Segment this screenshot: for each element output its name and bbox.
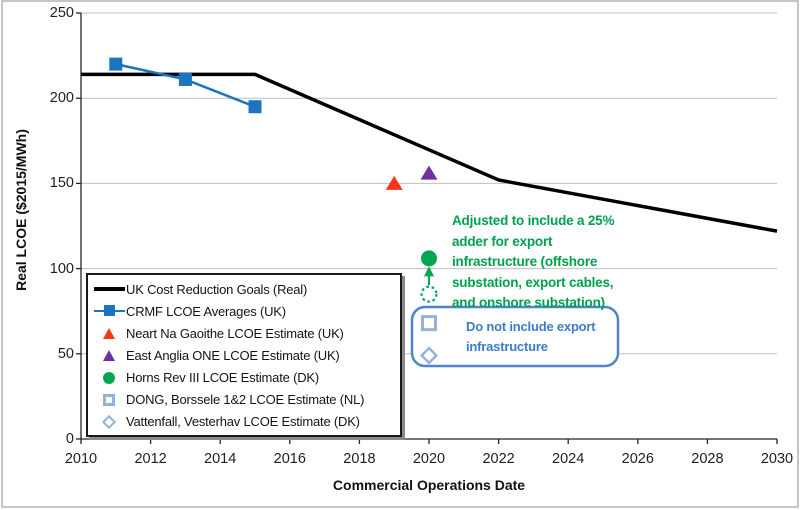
annotation-line: substation, export cables, (452, 274, 614, 290)
no-export-annotation: Do not include export infrastructure (466, 317, 616, 357)
annotation-line: infrastructure (offshore (452, 254, 598, 269)
legend-item-neart-na-gaoithe: Neart Na Gaoithe LCOE Estimate (UK) (92, 322, 396, 344)
marker-square (109, 57, 123, 71)
export-adder-annotation: Adjusted to include a 25% adder for expo… (452, 211, 672, 314)
legend-item-horns-rev: Horns Rev III LCOE Estimate (DK) (92, 367, 396, 389)
x-tick-label: 2026 (621, 451, 654, 467)
x-tick-label: 2024 (552, 451, 585, 467)
x-tick-label: 2030 (760, 451, 794, 467)
legend-item-crmf: CRMF LCOE Averages (UK) (92, 300, 396, 322)
y-tick-label: 150 (49, 175, 74, 192)
y-tick-label: 250 (49, 5, 74, 21)
blue-square-icon (103, 305, 115, 317)
legend-label: UK Cost Reduction Goals (Real) (126, 281, 308, 297)
red-triangle-icon (103, 327, 115, 339)
lightblue-diamond-icon (101, 414, 117, 429)
marker-square (178, 72, 192, 86)
x-tick-label: 2010 (64, 451, 98, 467)
x-tick-label: 2014 (204, 451, 237, 467)
y-tick-label: 50 (57, 345, 74, 362)
x-tick-label: 2022 (482, 451, 515, 467)
legend-label: CRMF LCOE Averages (UK) (126, 303, 286, 319)
x-tick-label: 2012 (134, 451, 167, 467)
legend-label: DONG, Borssele 1&2 LCOE Estimate (NL) (126, 392, 365, 408)
legend-label: East Anglia ONE LCOE Estimate (UK) (126, 347, 340, 363)
green-circle-icon (103, 371, 115, 384)
y-tick-label: 0 (65, 431, 74, 447)
legend-item-borssele: DONG, Borssele 1&2 LCOE Estimate (NL) (92, 389, 396, 411)
annotation-line: Adjusted to include a 25% (452, 213, 615, 228)
annotation-line: and onshore substation) (452, 295, 605, 310)
legend-label: Vattenfall, Vesterhav LCOE Estimate (DK) (126, 414, 360, 430)
legend-item-east-anglia: East Anglia ONE LCOE Estimate (UK) (92, 344, 396, 366)
y-tick-label: 100 (49, 260, 74, 277)
x-tick-label: 2020 (412, 451, 446, 467)
annotation-line: adder for export (452, 233, 553, 249)
x-tick-label: 2018 (343, 451, 376, 467)
blue-line-icon (93, 305, 125, 317)
marker-dashed-circle (420, 285, 438, 303)
annotation-line: infrastructure (466, 339, 548, 354)
legend-label: Neart Na Gaoithe LCOE Estimate (UK) (126, 325, 344, 341)
marker-circle (421, 250, 437, 267)
adder-arrow-head (424, 266, 434, 277)
legend-item-uk-goals: UK Cost Reduction Goals (Real) (92, 278, 396, 300)
legend-box: UK Cost Reduction Goals (Real) CRMF LCOE… (86, 273, 402, 437)
legend-item-vesterhav: Vattenfall, Vesterhav LCOE Estimate (DK) (92, 411, 396, 433)
x-tick-label: 2016 (273, 451, 306, 467)
marker-hollow-diamond (419, 346, 439, 365)
x-tick-label: 2028 (691, 451, 724, 467)
legend-label: Horns Rev III LCOE Estimate (DK) (126, 370, 319, 386)
annotation-line: Do not include export (466, 319, 596, 334)
y-tick-label: 200 (49, 90, 74, 107)
black-line-icon (93, 287, 125, 291)
y-axis-title: Real LCOE ($2015/MWh) (13, 129, 29, 291)
x-axis-title: Commercial Operations Date (332, 477, 526, 493)
marker-hollow-square (421, 315, 437, 332)
marker-triangle (420, 165, 438, 180)
purple-triangle-icon (103, 349, 115, 361)
marker-triangle (385, 175, 403, 190)
lightblue-square-icon (103, 393, 115, 406)
marker-square (248, 100, 262, 114)
no-export-box (410, 305, 620, 368)
